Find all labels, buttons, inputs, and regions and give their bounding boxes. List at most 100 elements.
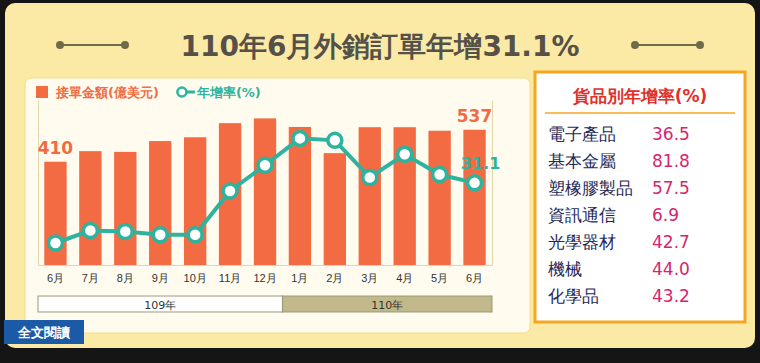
x-tick-label: 10月 [184, 272, 207, 284]
x-tick-label: 6月 [47, 272, 64, 284]
x-tick: 1月 [291, 265, 308, 284]
bar [44, 162, 66, 265]
panel-label: 資訊通信 [548, 205, 616, 225]
y-axis [38, 101, 39, 266]
button-label[interactable]: 全文閱讀 [17, 325, 71, 340]
x-tick: 10月 [184, 265, 207, 284]
panel-value: 44.0 [652, 259, 690, 279]
bar [428, 131, 450, 265]
bar [79, 151, 101, 265]
data-label: 410 [38, 138, 74, 158]
panel-title: 貨品別年增率(%) [572, 86, 708, 106]
marker [48, 236, 62, 250]
year-group-label: 109年 [144, 299, 176, 312]
bar [394, 127, 416, 265]
x-tick-label: 6月 [466, 272, 483, 284]
panel-value: 36.5 [652, 124, 690, 144]
x-tick: 8月 [117, 265, 134, 284]
marker [118, 225, 132, 239]
x-tick-label: 12月 [253, 272, 276, 284]
button-box[interactable] [4, 320, 84, 344]
x-tick-label: 8月 [117, 272, 134, 284]
x-tick: 6月 [466, 265, 483, 284]
chart-card [25, 78, 530, 333]
panel-label: 機械 [548, 259, 582, 279]
panel-box [535, 72, 745, 322]
page: 110年6月外銷訂單年增31.1% 6月 7月 8月 9月 10月 11月 12月 1月 2月 3月… [0, 0, 760, 363]
marker [363, 170, 377, 184]
chart-title: 110年6月外銷訂單年增31.1% [180, 30, 579, 63]
read-more-button[interactable]: 全文閱讀 [4, 320, 84, 344]
legend-label: 接單金額(億美元) [55, 85, 159, 100]
legend-swatch [36, 86, 48, 98]
x-tick: 11月 [219, 265, 241, 284]
title-dot [56, 41, 64, 49]
x-tick-label: 2月 [326, 272, 343, 284]
x-tick-label: 7月 [82, 272, 99, 284]
x-tick-label: 5月 [431, 272, 448, 284]
marker [153, 228, 167, 242]
x-tick: 7月 [82, 265, 99, 284]
year-group-box [282, 296, 492, 312]
marker [188, 228, 202, 242]
marker [258, 158, 272, 172]
x-axis: 6月 7月 8月 9月 10月 11月 12月 1月 2月 3月 4月 5月 6月 [39, 265, 493, 284]
axis-line [39, 265, 493, 266]
panel-value: 42.7 [652, 232, 690, 252]
plot-marks [44, 118, 485, 265]
marker [83, 224, 97, 238]
x-tick: 2月 [326, 265, 343, 284]
x-tick-label: 11月 [219, 272, 241, 284]
panel-label: 化學品 [548, 286, 599, 306]
marker [293, 131, 307, 145]
bar [114, 152, 136, 265]
panel-value: 57.5 [652, 178, 690, 198]
year-group-box [38, 296, 282, 312]
axis-line [38, 101, 39, 266]
x-tick-label: 1月 [291, 272, 308, 284]
panel-label: 電子產品 [548, 124, 616, 144]
bar [184, 137, 206, 265]
title-dot [121, 41, 129, 49]
marker [223, 184, 237, 198]
panel-label: 基本金屬 [548, 151, 616, 171]
x-tick: 4月 [396, 265, 413, 284]
title-dot [696, 41, 704, 49]
x-tick-label: 3月 [361, 272, 378, 284]
line [55, 138, 474, 243]
legend-item: 接單金額(億美元) [36, 85, 159, 100]
data-label: 537 [457, 106, 493, 126]
panel-rule [545, 112, 735, 114]
legend-label: 年增率(%) [196, 85, 261, 100]
data-labels: 410 537 31.1 [38, 106, 501, 173]
panel-value: 6.9 [652, 205, 679, 225]
marker [433, 168, 447, 182]
title-rule [60, 44, 125, 46]
x-tick: 12月 [253, 265, 276, 284]
x-tick: 9月 [152, 265, 169, 284]
x-tick: 6月 [47, 265, 64, 284]
background [5, 3, 755, 348]
bar [324, 153, 346, 265]
x-tick-label: 4月 [396, 272, 413, 284]
x-tick: 5月 [431, 265, 448, 284]
marker [398, 147, 412, 161]
bar [149, 141, 171, 265]
panel-label: 塑橡膠製品 [548, 178, 633, 198]
marker [328, 133, 342, 147]
bar [254, 118, 276, 265]
title-dot [631, 41, 639, 49]
marker [468, 176, 482, 190]
x-tick-label: 9月 [152, 272, 169, 284]
bar [289, 127, 311, 265]
x-tick: 3月 [361, 265, 378, 284]
data-label: 31.1 [461, 154, 500, 173]
year-group-label: 110年 [371, 299, 403, 312]
legend: 接單金額(億美元) 年增率(%) [36, 85, 261, 100]
bar [463, 130, 485, 265]
bar [219, 123, 241, 265]
panel-value: 81.8 [652, 151, 690, 171]
bar [359, 127, 381, 265]
panel-value: 43.2 [652, 286, 690, 306]
panel-label: 光學器材 [548, 232, 616, 252]
